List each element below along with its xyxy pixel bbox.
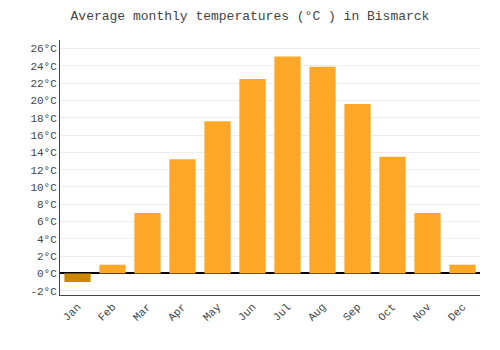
svg-text:Jul: Jul	[271, 301, 293, 323]
svg-text:May: May	[201, 301, 224, 324]
svg-text:14°C: 14°C	[30, 147, 57, 159]
svg-text:22°C: 22°C	[30, 78, 57, 90]
svg-text:Aug: Aug	[306, 301, 328, 323]
svg-text:Mar: Mar	[131, 301, 153, 323]
svg-text:6°C: 6°C	[37, 216, 57, 228]
svg-text:Nov: Nov	[411, 301, 434, 324]
svg-text:Oct: Oct	[376, 301, 398, 323]
svg-text:Feb: Feb	[96, 301, 118, 323]
svg-text:Jun: Jun	[236, 301, 258, 323]
svg-text:Apr: Apr	[166, 301, 188, 323]
svg-text:20°C: 20°C	[30, 95, 57, 107]
svg-text:0°C: 0°C	[37, 268, 57, 280]
svg-text:12°C: 12°C	[30, 165, 57, 177]
svg-text:Dec: Dec	[446, 301, 468, 323]
svg-text:2°C: 2°C	[37, 251, 57, 263]
svg-text:Sep: Sep	[341, 301, 363, 323]
svg-text:Jan: Jan	[61, 301, 83, 323]
svg-text:10°C: 10°C	[30, 182, 57, 194]
svg-text:4°C: 4°C	[37, 234, 57, 246]
svg-text:16°C: 16°C	[30, 130, 57, 142]
svg-text:-2°C: -2°C	[30, 286, 57, 298]
svg-text:18°C: 18°C	[30, 113, 57, 125]
svg-text:8°C: 8°C	[37, 199, 57, 211]
svg-text:26°C: 26°C	[30, 43, 57, 55]
svg-text:24°C: 24°C	[30, 61, 57, 73]
svg-text:Average monthly temperatures (: Average monthly temperatures (°C ) in Bi…	[71, 9, 430, 24]
